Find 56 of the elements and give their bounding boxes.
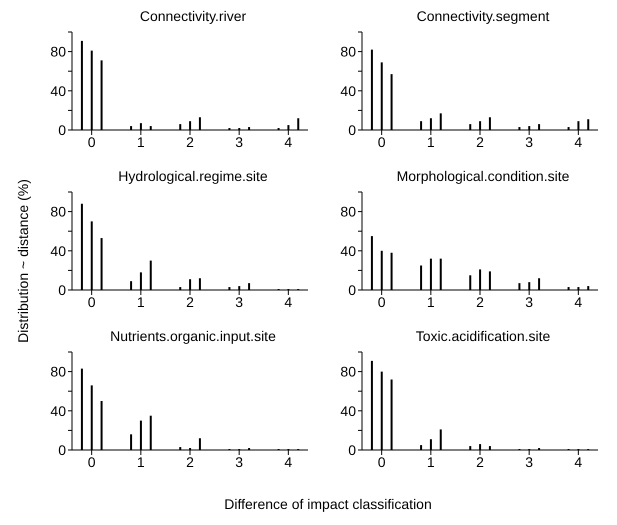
y-tick-label: 80 [50,204,66,220]
y-tick-label: 80 [340,204,356,220]
x-tick-label: 2 [186,294,194,310]
x-tick-label: 0 [378,134,386,150]
y-tick-label: 40 [50,242,66,259]
x-tick-label: 1 [136,454,145,470]
x-tick-label: 1 [426,454,435,470]
x-tick-label: 4 [574,294,582,310]
chart-title: Nutrients.organic.input.site [110,328,276,344]
x-tick-label: 0 [88,134,96,150]
x-tick-label: 4 [284,134,292,150]
chart-title: Morphological.condition.site [396,168,570,186]
x-tick-label: 4 [574,454,582,470]
chart-title: Connectivity.river [138,8,248,26]
y-tick-label: 0 [348,282,356,298]
x-tick-label: 3 [235,294,244,310]
y-tick-label: 40 [50,402,66,419]
y-tick-label: 0 [348,442,356,458]
x-tick-label: 0 [88,294,96,310]
x-tick-label: 3 [235,134,244,150]
x-tick-label: 1 [136,134,145,150]
x-tick-label: 2 [186,134,194,150]
x-tick-label: 1 [426,134,435,150]
y-tick-label: 80 [50,44,66,60]
x-tick-label: 2 [476,294,484,310]
y-tick-label: 40 [340,402,356,419]
x-tick-label: 2 [186,454,194,470]
x-tick-label: 3 [235,454,244,470]
x-tick-label: 3 [525,134,534,150]
x-tick-label: 4 [284,294,292,310]
x-axis-title: Difference of impact classification [223,496,433,512]
x-tick-label: 1 [426,294,435,310]
y-tick-label: 0 [58,282,66,298]
chart-title: Toxic.acidification.site [414,328,552,346]
y-tick-label: 80 [50,364,66,380]
x-tick-label: 4 [574,134,582,150]
y-tick-label: 80 [340,364,356,380]
x-tick-label: 4 [284,454,292,470]
y-tick-label: 0 [58,122,66,138]
x-tick-label: 0 [378,294,386,310]
x-tick-label: 1 [136,294,145,310]
x-tick-label: 0 [378,454,386,470]
y-tick-label: 0 [348,122,356,138]
y-tick-label: 0 [58,442,66,458]
y-tick-label: 40 [50,82,66,99]
y-tick-label: 40 [340,82,356,99]
x-tick-label: 2 [476,134,484,150]
chart-title: Hydrological.regime.site [118,168,268,184]
x-tick-label: 0 [88,454,96,470]
chart-title: Connectivity.segment [416,8,550,26]
x-tick-label: 3 [525,294,534,310]
y-tick-label: 40 [340,242,356,259]
x-tick-label: 2 [476,454,484,470]
y-tick-label: 80 [340,44,356,60]
y-axis-title: Distribution ~ distance (%) [15,178,31,345]
x-tick-label: 3 [525,454,534,470]
